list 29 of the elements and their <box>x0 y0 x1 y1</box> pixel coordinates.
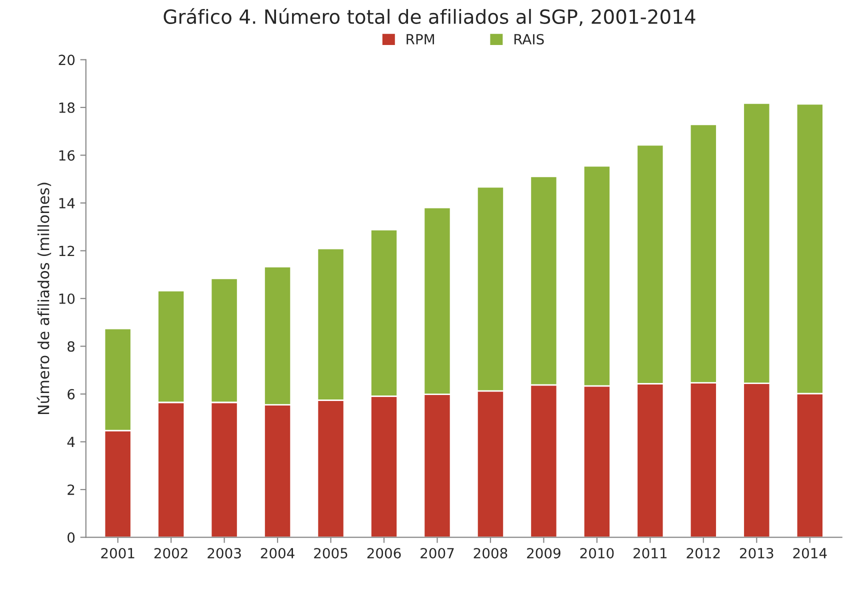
chart-title: Gráfico 4. Número total de afiliados al SGP, 2001-2014 <box>164 8 696 26</box>
x-tick-label: 2003 <box>208 548 241 558</box>
x-tick-label: 2001 <box>101 548 134 558</box>
y-tick-label: 0 <box>68 532 75 543</box>
y-tick-label: 16 <box>59 150 75 161</box>
x-tick-label: 2004 <box>260 548 294 558</box>
y-tick-label: 4 <box>67 436 75 448</box>
y-tick-label: 20 <box>58 54 75 66</box>
y-tick-label: 18 <box>59 102 75 113</box>
y-tick-label: 10 <box>59 293 75 304</box>
x-tick-label: 2005 <box>314 548 348 558</box>
x-tick-label: 2006 <box>367 548 401 558</box>
x-tick-label: 2014 <box>793 548 827 558</box>
x-tick-label: 2007 <box>420 548 454 558</box>
y-tick-label: 2 <box>68 484 74 495</box>
legend-label: RPM <box>406 34 434 44</box>
x-tick-label: 2012 <box>686 548 720 558</box>
legend-label: RAIS <box>514 34 544 45</box>
x-tick-label: 2013 <box>740 548 774 558</box>
x-tick-label: 2011 <box>634 548 667 558</box>
y-tick-label: 14 <box>59 198 75 208</box>
x-tick-label: 2009 <box>527 548 560 558</box>
x-tick-label: 2010 <box>580 548 614 558</box>
x-tick-label: 2008 <box>474 548 508 558</box>
y-tick-label: 6 <box>68 388 75 400</box>
y-axis-title: Número de afiliados (millones) <box>36 182 52 414</box>
y-tick-label: 8 <box>68 341 75 352</box>
y-tick-label: 12 <box>59 246 74 256</box>
x-tick-label: 2002 <box>154 548 188 558</box>
